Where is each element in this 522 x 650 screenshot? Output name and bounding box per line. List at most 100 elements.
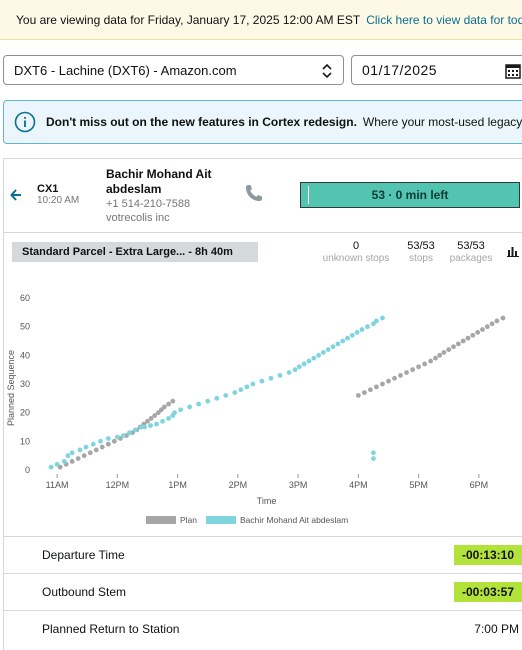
y-tick-label: 60	[20, 293, 30, 303]
actual-point	[154, 421, 159, 427]
actual-point	[77, 447, 83, 453]
actual-point	[160, 418, 165, 424]
actual-point	[371, 450, 376, 456]
actual-point	[335, 341, 341, 347]
x-tick-label: 1PM	[168, 480, 187, 490]
y-tick-label: 40	[20, 350, 30, 360]
plan-point	[451, 344, 456, 350]
actual-point	[90, 441, 96, 447]
outbound-stem-row: Outbound Stem -00:03:57	[3, 574, 522, 611]
back-arrow-icon[interactable]	[10, 188, 22, 202]
plan-point	[87, 450, 93, 456]
plan-point	[489, 321, 495, 327]
y-tick-label: 30	[20, 379, 30, 389]
actual-point	[54, 461, 60, 467]
progress-marker	[308, 186, 309, 204]
driver-phone: +1 514-210-7588	[106, 198, 191, 210]
actual-point	[142, 424, 147, 430]
plan-point	[404, 370, 409, 375]
actual-point	[214, 395, 220, 401]
actual-point	[172, 410, 177, 416]
banner-message: You are viewing data for Friday, January…	[16, 12, 361, 27]
service-plan-label: Standard Parcel - Extra Large... - 8h 40…	[12, 242, 258, 262]
actual-point	[196, 401, 202, 407]
progress-label: 53 · 0 min left	[371, 188, 449, 202]
x-tick-label: 3PM	[289, 480, 308, 490]
plan-point	[361, 390, 367, 395]
view-today-link[interactable]: Click here to view data for today	[366, 12, 522, 27]
actual-point	[166, 416, 171, 421]
plan-point	[355, 393, 361, 398]
actual-point	[223, 393, 229, 398]
actual-point	[371, 321, 376, 327]
plan-point	[69, 459, 75, 464]
actual-point	[301, 361, 307, 367]
actual-point	[268, 375, 274, 381]
stat-unknown-stops: 0 unknown stops	[318, 239, 394, 265]
actual-point	[349, 332, 355, 338]
y-tick-label: 50	[20, 322, 30, 332]
actual-point	[286, 370, 292, 375]
stat-stops: 53/53 stops	[397, 239, 445, 265]
plan-point	[145, 418, 150, 424]
actual-point	[244, 384, 250, 390]
route-progress-bar: 53 · 0 min left	[300, 182, 520, 208]
info-banner-title: Don't miss out on the new features in Co…	[46, 115, 357, 129]
x-axis-label: Time	[257, 496, 277, 506]
plan-point	[470, 332, 476, 338]
legend-swatch-actual	[206, 516, 236, 524]
x-tick-label: 2PM	[229, 480, 248, 490]
stat-value: 53/53	[457, 240, 485, 252]
actual-point	[83, 444, 89, 450]
actual-point	[120, 433, 126, 438]
actual-point	[364, 324, 370, 330]
legend-label: Bachir Mohand Ait abdeslam	[240, 515, 348, 525]
plan-point	[494, 318, 500, 324]
bar-chart-icon[interactable]	[507, 245, 519, 257]
plan-point	[81, 453, 87, 459]
metric-label: Outbound Stem	[42, 585, 127, 599]
x-tick-label: 11AM	[46, 480, 69, 490]
info-banner-text: Where your most-used legacy-	[362, 115, 522, 129]
driver-name[interactable]: Bachir Mohand Ait abdeslam	[106, 167, 212, 196]
date-input[interactable]: 01/17/2025	[351, 55, 522, 85]
plan-point	[398, 373, 403, 378]
plan-point	[480, 327, 485, 332]
actual-point	[187, 404, 193, 410]
actual-point	[148, 423, 153, 428]
metric-label: Planned Return to Station	[42, 622, 180, 636]
actual-point	[250, 381, 256, 387]
actual-point	[127, 430, 132, 436]
stat-label: packages	[449, 253, 493, 264]
actual-point	[61, 459, 67, 464]
divider	[3, 536, 522, 537]
plan-point	[410, 367, 415, 373]
plan-point	[437, 352, 443, 358]
station-select[interactable]: DXT6 - Lachine (DXT6) - Amazon.com	[3, 55, 344, 85]
plan-point	[155, 410, 161, 416]
actual-point	[296, 364, 302, 370]
planned-sequence-chart: 0 10 20 30 40 50 60 11AM 12PM 1PM 2PM 3PM 4PM 5PM 6PM T…	[6, 293, 506, 525]
divider	[3, 610, 522, 611]
actual-point	[316, 352, 321, 358]
plan-point	[465, 335, 471, 341]
plan-point	[475, 330, 481, 335]
plan-point	[161, 404, 167, 410]
y-tick-label: 20	[20, 408, 30, 418]
divider	[3, 573, 522, 574]
stat-value: 0	[352, 240, 360, 252]
plan-point	[416, 364, 422, 370]
y-tick-label: 10	[20, 436, 30, 446]
plan-point	[152, 413, 158, 418]
actual-point	[232, 390, 238, 395]
actual-point	[325, 347, 331, 352]
departure-time-row: Departure Time -00:13:10	[3, 537, 522, 574]
calendar-icon[interactable]	[505, 63, 521, 79]
plan-point	[428, 358, 434, 364]
plan-point	[500, 315, 506, 321]
outbound-stem-value: -00:03:57	[453, 582, 522, 602]
actual-point	[311, 355, 317, 361]
plan-point	[446, 347, 452, 352]
phone-icon[interactable]	[244, 183, 264, 203]
return-time-value: 7:00 PM	[474, 622, 519, 636]
